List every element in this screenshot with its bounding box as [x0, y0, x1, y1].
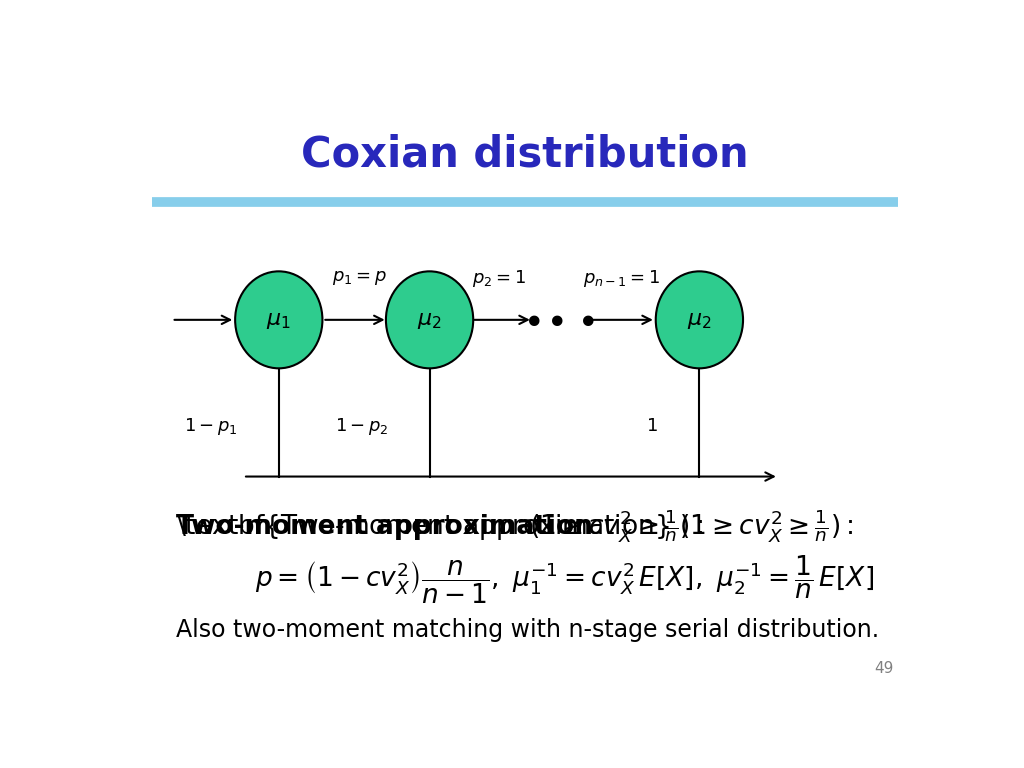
- Text: $p_{n-1}=1$: $p_{n-1}=1$: [583, 268, 660, 289]
- Text: $\mu_2$: $\mu_2$: [687, 309, 712, 331]
- Text: $1$: $1$: [646, 417, 657, 435]
- Text: Also two-moment matching with n-stage serial distribution.: Also two-moment matching with n-stage se…: [176, 618, 879, 642]
- Text: $\mu_2$: $\mu_2$: [417, 309, 442, 331]
- Text: $p_2=1$: $p_2=1$: [472, 268, 526, 289]
- Ellipse shape: [386, 271, 473, 369]
- Text: $\mu_1$: $\mu_1$: [266, 309, 291, 331]
- Ellipse shape: [236, 271, 323, 369]
- Text: \textbf{Two-moment approximation} $(1 \geq cv_X^2 \geq \frac{1}{n}):$: \textbf{Two-moment approximation} $(1 \g…: [176, 508, 853, 545]
- Text: $1-p_2$: $1-p_2$: [335, 415, 389, 437]
- Text: Coxian distribution: Coxian distribution: [301, 134, 749, 175]
- Text: Two-moment approximation: Two-moment approximation: [176, 514, 602, 540]
- Ellipse shape: [655, 271, 743, 369]
- Text: $\bullet\!\bullet\!\bullet$: $\bullet\!\bullet\!\bullet$: [522, 303, 596, 337]
- Text: 49: 49: [874, 661, 894, 677]
- Text: $1-p_1$: $1-p_1$: [184, 415, 239, 437]
- Text: $(1 \geq cv_X^2 \geq \frac{1}{n}):$: $(1 \geq cv_X^2 \geq \frac{1}{n}):$: [528, 508, 702, 545]
- Text: $p = \left(1 - cv_X^2\right)\dfrac{n}{n-1},\ \mu_1^{-1} = cv_X^2\, E[X],\ \mu_2^: $p = \left(1 - cv_X^2\right)\dfrac{n}{n-…: [255, 554, 874, 606]
- Text: $p_1=p$: $p_1=p$: [333, 270, 387, 287]
